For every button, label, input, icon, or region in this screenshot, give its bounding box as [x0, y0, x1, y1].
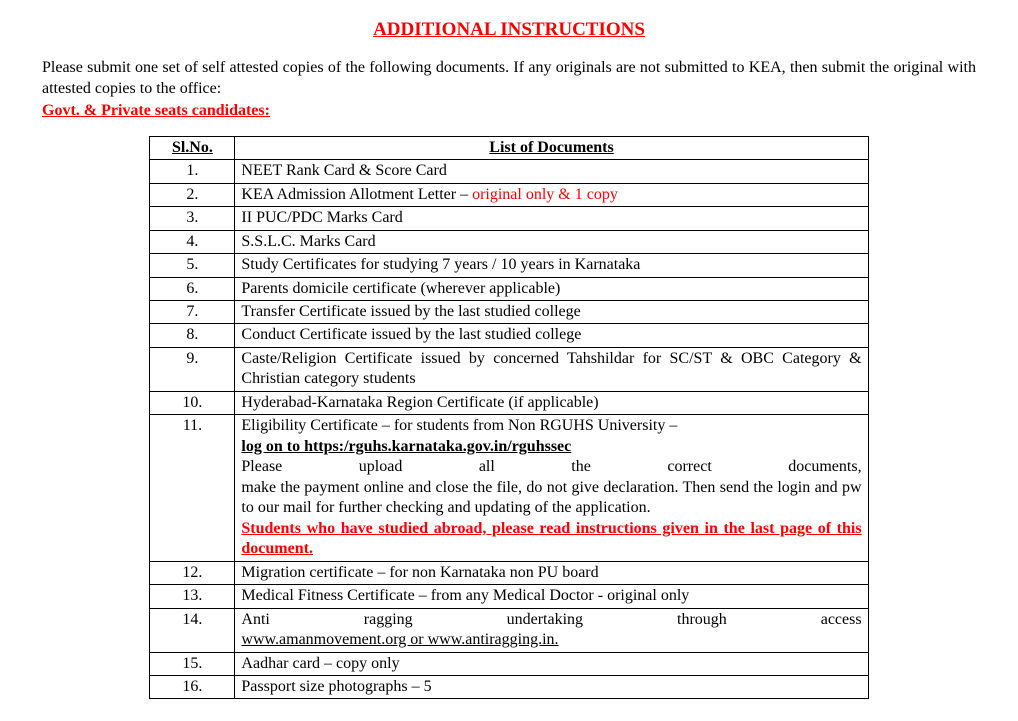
cell-slno: 13. [150, 585, 235, 608]
table-row: 6. Parents domicile certificate (whereve… [150, 277, 868, 300]
intro-text: Please submit one set of self attested c… [42, 58, 976, 99]
doc-highlight: original only & 1 copy [472, 186, 618, 203]
cell-doc: S.S.L.C. Marks Card [235, 230, 868, 253]
table-row: 14. Anti ragging undertaking through acc… [150, 608, 868, 652]
cell-doc: NEET Rank Card & Score Card [235, 160, 868, 183]
table-row: 13. Medical Fitness Certificate – from a… [150, 585, 868, 608]
cell-doc: Transfer Certificate issued by the last … [235, 301, 868, 324]
row11-abroad-note: Students who have studied abroad, please… [241, 520, 861, 557]
cell-doc: Eligibility Certificate – for students f… [235, 415, 868, 561]
cell-slno: 2. [150, 183, 235, 206]
row11-url: log on to https:/rguhs.karnataka.gov.in/… [241, 438, 571, 455]
col-header-slno: Sl.No. [150, 136, 235, 159]
table-row: 7. Transfer Certificate issued by the la… [150, 301, 868, 324]
cell-slno: 8. [150, 324, 235, 347]
cell-slno: 11. [150, 415, 235, 561]
cell-doc: Conduct Certificate issued by the last s… [235, 324, 868, 347]
cell-doc: Migration certificate – for non Karnatak… [235, 561, 868, 584]
row11-line3: Please upload all the correct documents, [241, 457, 861, 477]
table-row: 9. Caste/Religion Certificate issued by … [150, 347, 868, 391]
row14-link: www.amanmovement.org or www.antiragging.… [241, 631, 558, 648]
table-row: 2. KEA Admission Allotment Letter – orig… [150, 183, 868, 206]
cell-doc: Parents domicile certificate (wherever a… [235, 277, 868, 300]
cell-slno: 1. [150, 160, 235, 183]
table-row: 3. II PUC/PDC Marks Card [150, 207, 868, 230]
cell-slno: 14. [150, 608, 235, 652]
documents-table: Sl.No. List of Documents 1. NEET Rank Ca… [149, 136, 868, 700]
cell-doc: II PUC/PDC Marks Card [235, 207, 868, 230]
table-row: 12. Migration certificate – for non Karn… [150, 561, 868, 584]
table-header-row: Sl.No. List of Documents [150, 136, 868, 159]
cell-slno: 12. [150, 561, 235, 584]
cell-doc: Study Certificates for studying 7 years … [235, 254, 868, 277]
row11-line1: Eligibility Certificate – for students f… [241, 417, 677, 434]
cell-doc: Medical Fitness Certificate – from any M… [235, 585, 868, 608]
table-row: 11. Eligibility Certificate – for studen… [150, 415, 868, 561]
table-row: 4. S.S.L.C. Marks Card [150, 230, 868, 253]
cell-slno: 15. [150, 652, 235, 675]
row11-line4: make the payment online and close the fi… [241, 479, 861, 516]
cell-slno: 16. [150, 675, 235, 698]
cell-doc: Caste/Religion Certificate issued by con… [235, 347, 868, 391]
cell-doc: Anti ragging undertaking through access … [235, 608, 868, 652]
cell-slno: 4. [150, 230, 235, 253]
candidates-heading: Govt. & Private seats candidates: [42, 101, 976, 121]
table-row: 15. Aadhar card – copy only [150, 652, 868, 675]
cell-slno: 6. [150, 277, 235, 300]
cell-slno: 7. [150, 301, 235, 324]
cell-slno: 10. [150, 391, 235, 414]
table-row: 8. Conduct Certificate issued by the las… [150, 324, 868, 347]
table-row: 10. Hyderabad-Karnataka Region Certifica… [150, 391, 868, 414]
col-header-documents: List of Documents [235, 136, 868, 159]
table-row: 5. Study Certificates for studying 7 yea… [150, 254, 868, 277]
doc-prefix: KEA Admission Allotment Letter – [241, 186, 472, 203]
page-title: ADDITIONAL INSTRUCTIONS [42, 18, 976, 42]
cell-doc: Hyderabad-Karnataka Region Certificate (… [235, 391, 868, 414]
cell-slno: 9. [150, 347, 235, 391]
cell-slno: 3. [150, 207, 235, 230]
cell-slno: 5. [150, 254, 235, 277]
row14-line1: Anti ragging undertaking through access [241, 610, 861, 630]
cell-doc: Passport size photographs – 5 [235, 675, 868, 698]
cell-doc: KEA Admission Allotment Letter – origina… [235, 183, 868, 206]
table-row: 1. NEET Rank Card & Score Card [150, 160, 868, 183]
cell-doc: Aadhar card – copy only [235, 652, 868, 675]
table-row: 16. Passport size photographs – 5 [150, 675, 868, 698]
